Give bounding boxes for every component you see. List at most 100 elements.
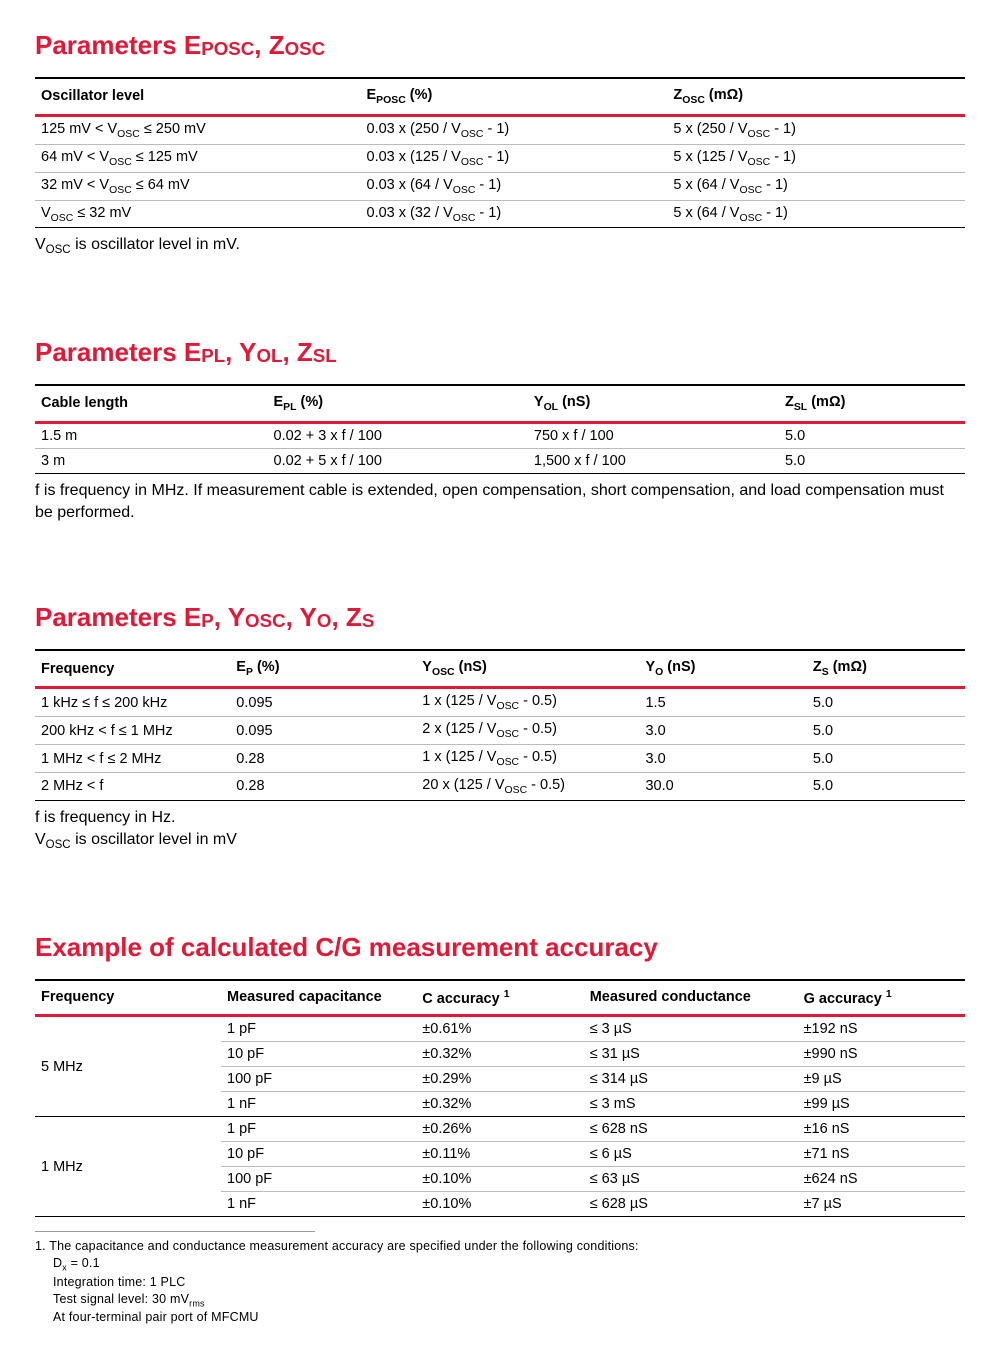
table-cell: 1 x (125 / VOSC - 0.5) [416, 745, 639, 773]
table-cell: 5.0 [807, 745, 965, 773]
table-cell: 1 nF [221, 1192, 416, 1217]
column-header: YOL (nS) [528, 385, 779, 422]
table-row: 3 m0.02 + 5 x f / 1001,500 x f / 1005.0 [35, 448, 965, 473]
table-cell: 200 kHz < f ≤ 1 MHz [35, 717, 230, 745]
table-row: 1 MHz1 pF±0.26%≤ 628 nS±16 nS [35, 1117, 965, 1142]
table-cell: 32 mV < VOSC ≤ 64 mV [35, 172, 361, 200]
table-cell: 30.0 [639, 772, 806, 800]
table-cell: ±16 nS [798, 1117, 965, 1142]
table-row: 1 MHz < f ≤ 2 MHz0.281 x (125 / VOSC - 0… [35, 745, 965, 773]
table-cell: 64 mV < VOSC ≤ 125 mV [35, 144, 361, 172]
table-cell: 750 x f / 100 [528, 422, 779, 448]
table-cell: 0.28 [230, 772, 416, 800]
footnote-rule [35, 1231, 315, 1232]
table-row: 200 kHz < f ≤ 1 MHz0.0952 x (125 / VOSC … [35, 717, 965, 745]
section2-title: Parameters EPL, YOL, ZSL [35, 337, 965, 368]
table-cell: 125 mV < VOSC ≤ 250 mV [35, 115, 361, 144]
column-header: Cable length [35, 385, 268, 422]
section3-title: Parameters EP, YOSC, YO, ZS [35, 602, 965, 633]
column-header: C accuracy 1 [416, 980, 583, 1016]
column-header: YO (nS) [639, 650, 806, 687]
column-header: G accuracy 1 [798, 980, 965, 1016]
table-cell: ±0.32% [416, 1042, 583, 1067]
table-cell: 5.0 [807, 717, 965, 745]
table-cell: 1 MHz < f ≤ 2 MHz [35, 745, 230, 773]
table-cell: ±9 µS [798, 1067, 965, 1092]
table-cell: 0.02 + 5 x f / 100 [268, 448, 528, 473]
table-cell: 20 x (125 / VOSC - 0.5) [416, 772, 639, 800]
section1-note: VOSC is oscillator level in mV. [35, 234, 965, 258]
table-cell: 10 pF [221, 1042, 416, 1067]
table-cell: ≤ 63 µS [584, 1167, 798, 1192]
table-cell: ≤ 314 µS [584, 1067, 798, 1092]
column-header: Frequency [35, 980, 221, 1016]
table-cell: 0.28 [230, 745, 416, 773]
section3-table: FrequencyEP (%)YOSC (nS)YO (nS)ZS (mΩ) 1 … [35, 649, 965, 800]
table-row: 5 MHz1 pF±0.61%≤ 3 µS±192 nS [35, 1016, 965, 1042]
table-cell: ±71 nS [798, 1142, 965, 1167]
table-cell: 1.5 m [35, 422, 268, 448]
column-header: YOSC (nS) [416, 650, 639, 687]
column-header: ZS (mΩ) [807, 650, 965, 687]
table-cell: ±0.10% [416, 1192, 583, 1217]
table-row: VOSC ≤ 32 mV0.03 x (32 / VOSC - 1)5 x (6… [35, 200, 965, 228]
table-row: 125 mV < VOSC ≤ 250 mV0.03 x (250 / VOSC… [35, 115, 965, 144]
table-cell: 0.03 x (32 / VOSC - 1) [361, 200, 668, 228]
table-row: 32 mV < VOSC ≤ 64 mV0.03 x (64 / VOSC - … [35, 172, 965, 200]
table-cell: 0.03 x (125 / VOSC - 1) [361, 144, 668, 172]
table-cell: ±0.26% [416, 1117, 583, 1142]
table-cell: ±0.11% [416, 1142, 583, 1167]
section1-title: Parameters EPOSC, ZOSC [35, 30, 965, 61]
table-cell: 1 x (125 / VOSC - 0.5) [416, 688, 639, 717]
table-cell: 5.0 [807, 772, 965, 800]
table-cell: ±0.32% [416, 1092, 583, 1117]
section1-table: Oscillator levelEPOSC (%)ZOSC (mΩ)125 mV… [35, 77, 965, 228]
column-header: ZSL (mΩ) [779, 385, 965, 422]
table-cell: ±990 nS [798, 1042, 965, 1067]
footnote-lead: 1. The capacitance and conductance measu… [35, 1238, 965, 1255]
table-cell: 5.0 [807, 688, 965, 717]
table-cell: 5 x (250 / VOSC - 1) [667, 115, 965, 144]
table-cell: ≤ 628 nS [584, 1117, 798, 1142]
table-cell: ≤ 6 µS [584, 1142, 798, 1167]
table-cell: 5 x (64 / VOSC - 1) [667, 172, 965, 200]
table-cell: ±7 µS [798, 1192, 965, 1217]
table-cell: 1,500 x f / 100 [528, 448, 779, 473]
table-cell: 0.095 [230, 717, 416, 745]
table-cell: 0.02 + 3 x f / 100 [268, 422, 528, 448]
table-cell: ≤ 3 mS [584, 1092, 798, 1117]
column-header: Frequency [35, 650, 230, 687]
table-cell: 0.095 [230, 688, 416, 717]
column-header: Measured conductance [584, 980, 798, 1016]
footnote-line: Dx = 0.1 [35, 1255, 965, 1274]
column-header: EPL (%) [268, 385, 528, 422]
table-cell: 3 m [35, 448, 268, 473]
frequency-cell: 5 MHz [35, 1016, 221, 1117]
section3-note: f is frequency in Hz.VOSC is oscillator … [35, 807, 965, 854]
table-row: 1.5 m0.02 + 3 x f / 100750 x f / 1005.0 [35, 422, 965, 448]
table-cell: ≤ 628 µS [584, 1192, 798, 1217]
table-cell: ≤ 31 µS [584, 1042, 798, 1067]
table-cell: ≤ 3 µS [584, 1016, 798, 1042]
table-cell: 100 pF [221, 1067, 416, 1092]
table-cell: 100 pF [221, 1167, 416, 1192]
table-cell: 2 MHz < f [35, 772, 230, 800]
column-header: EP (%) [230, 650, 416, 687]
table-cell: 0.03 x (250 / VOSC - 1) [361, 115, 668, 144]
table-cell: ±0.61% [416, 1016, 583, 1042]
table-cell: ±0.29% [416, 1067, 583, 1092]
table-cell: 1 pF [221, 1117, 416, 1142]
table-row: 2 MHz < f0.2820 x (125 / VOSC - 0.5)30.0… [35, 772, 965, 800]
table-cell: 5 x (125 / VOSC - 1) [667, 144, 965, 172]
table-cell: 2 x (125 / VOSC - 0.5) [416, 717, 639, 745]
column-header: Oscillator level [35, 78, 361, 115]
table-cell: 3.0 [639, 745, 806, 773]
table-cell: ±0.10% [416, 1167, 583, 1192]
section2-note: f is frequency in MHz. If measurement ca… [35, 480, 965, 525]
section4-title: Example of calculated C/G measurement ac… [35, 932, 965, 963]
column-header: EPOSC (%) [361, 78, 668, 115]
footnote-line: At four-terminal pair port of MFCMU [35, 1309, 965, 1326]
table-cell: ±192 nS [798, 1016, 965, 1042]
frequency-cell: 1 MHz [35, 1117, 221, 1217]
table-cell: 1 kHz ≤ f ≤ 200 kHz [35, 688, 230, 717]
